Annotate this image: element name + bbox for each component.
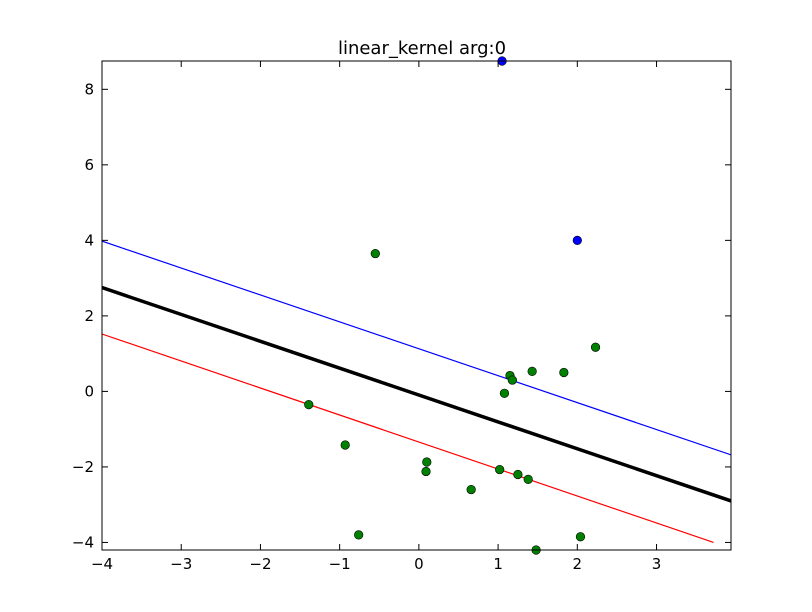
data-point: [590, 342, 601, 352]
y-tick-label: −4: [72, 533, 94, 551]
data-point: [422, 457, 432, 467]
axis-ticks: [101, 61, 731, 550]
plot-frame: [101, 60, 732, 551]
data-point: [340, 440, 350, 450]
data-point: [499, 388, 510, 398]
data-point: [523, 474, 533, 484]
x-tick-label: −4: [91, 555, 113, 573]
x-tick-label: −3: [170, 555, 192, 573]
axis-tick-labels: −4 −3 −2 −1 0 1 2 3 −4 −2 0 2 4 6 8: [72, 80, 661, 573]
y-tick-label: 2: [84, 307, 94, 325]
x-tick-label: −1: [329, 555, 351, 573]
x-tick-label: −2: [249, 555, 271, 573]
data-point: [304, 400, 314, 410]
y-tick-label: 0: [84, 382, 94, 400]
x-tick-label: 3: [652, 555, 662, 573]
data-point: [421, 466, 431, 477]
series-line-2: [102, 285, 731, 503]
data-point: [513, 469, 523, 480]
data-point: [466, 484, 476, 495]
data-point: [354, 530, 364, 540]
data-point: [527, 366, 537, 376]
data-point: [559, 367, 569, 378]
y-tick-label: 8: [84, 80, 94, 98]
data-point: [507, 375, 517, 385]
chart-title: linear_kernel arg:0: [338, 38, 506, 59]
data-point: [370, 248, 380, 259]
y-tick-label: 4: [84, 231, 94, 249]
y-tick-label: 6: [84, 156, 94, 174]
series-line-4: [102, 333, 714, 544]
plot-content: [102, 240, 731, 544]
x-tick-label: 2: [573, 555, 583, 573]
x-tick-label: 0: [414, 555, 424, 573]
y-tick-label: −2: [72, 458, 94, 476]
x-tick-label: 1: [493, 555, 503, 573]
data-point: [575, 532, 586, 542]
data-point: [495, 464, 505, 475]
data-point: [572, 235, 582, 245]
series-line-3: [102, 240, 731, 456]
